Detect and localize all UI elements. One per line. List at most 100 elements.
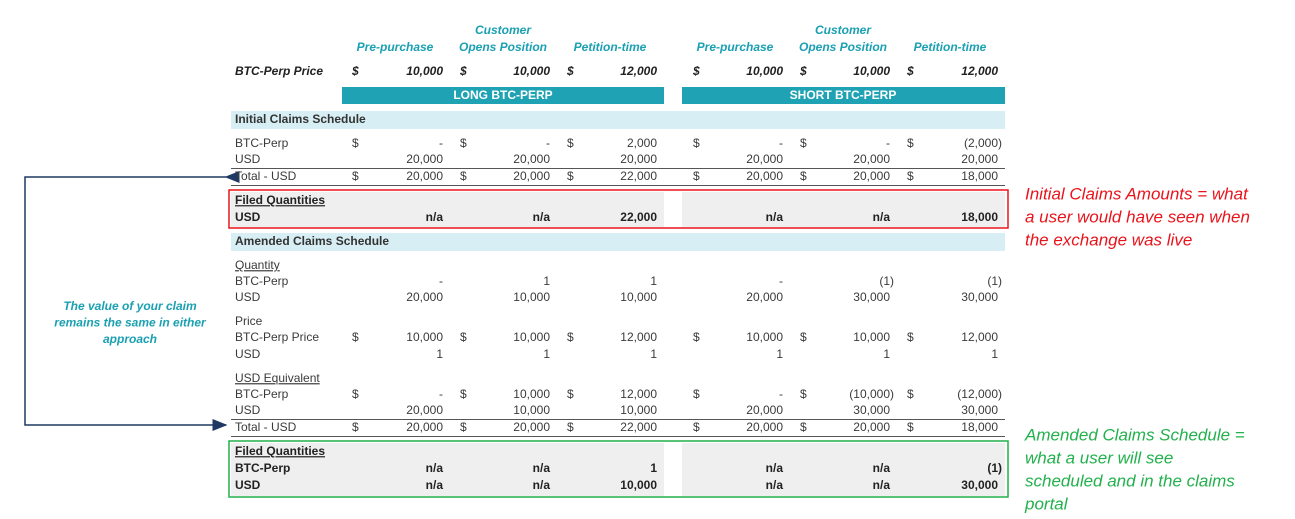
row-label: USD bbox=[235, 210, 261, 224]
cell-value: 20,000 bbox=[406, 169, 443, 183]
band-label: LONG BTC-PERP bbox=[453, 88, 552, 102]
column-header: Opens Position bbox=[799, 40, 887, 54]
cell-value: 10,000 bbox=[746, 330, 783, 344]
cell-value: 12,000 bbox=[620, 387, 657, 401]
cell-value: 12,000 bbox=[620, 64, 657, 78]
currency: $ bbox=[799, 64, 807, 78]
currency: $ bbox=[460, 136, 467, 150]
cell-value: 22,000 bbox=[620, 420, 657, 434]
currency: $ bbox=[692, 64, 700, 78]
cell-value: n/a bbox=[533, 478, 551, 492]
cell-value: 30,000 bbox=[853, 403, 890, 417]
currency: $ bbox=[460, 420, 467, 434]
currency: $ bbox=[567, 420, 574, 434]
cell-value: 1 bbox=[650, 347, 657, 361]
currency: $ bbox=[907, 169, 914, 183]
cell-value: n/a bbox=[426, 461, 444, 475]
cell-value: 30,000 bbox=[961, 290, 998, 304]
note: remains the same in either bbox=[54, 316, 207, 330]
filed-bg bbox=[231, 443, 664, 496]
row-label: USD bbox=[235, 152, 261, 166]
cell-value: 12,000 bbox=[961, 330, 998, 344]
currency: $ bbox=[567, 169, 574, 183]
cell-value: 1 bbox=[883, 347, 890, 361]
cell-value: - bbox=[439, 387, 443, 401]
currency: $ bbox=[800, 420, 807, 434]
cell-value: 20,000 bbox=[746, 169, 783, 183]
row-label: BTC-Perp bbox=[235, 387, 289, 401]
cell-value: - bbox=[439, 274, 443, 288]
band-short bbox=[682, 87, 1005, 104]
currency: $ bbox=[693, 169, 700, 183]
cell-value: n/a bbox=[766, 461, 784, 475]
cell-value: 1 bbox=[650, 461, 657, 475]
section-band bbox=[231, 233, 1005, 251]
group-title: Quantity bbox=[235, 258, 280, 272]
filed-bg bbox=[231, 192, 664, 227]
annotation: the exchange was live bbox=[1025, 230, 1192, 249]
cell-value: 20,000 bbox=[406, 152, 443, 166]
cell-value: n/a bbox=[426, 478, 444, 492]
annotation: a user would have seen when bbox=[1025, 207, 1250, 226]
currency: $ bbox=[352, 387, 359, 401]
currency: $ bbox=[352, 169, 359, 183]
cell-value: 20,000 bbox=[746, 420, 783, 434]
cell-value: (10,000) bbox=[849, 387, 894, 401]
cell-value: n/a bbox=[533, 461, 551, 475]
currency: $ bbox=[907, 387, 914, 401]
currency: $ bbox=[800, 169, 807, 183]
section-band bbox=[231, 111, 1005, 129]
row-label: USD bbox=[235, 478, 261, 492]
cell-value: 10,000 bbox=[513, 330, 550, 344]
currency: $ bbox=[352, 136, 359, 150]
cell-value: n/a bbox=[426, 210, 444, 224]
cell-value: 10,000 bbox=[513, 64, 550, 78]
cell-value: 10,000 bbox=[620, 290, 657, 304]
cell-value: n/a bbox=[533, 210, 551, 224]
cell-value: 10,000 bbox=[853, 330, 890, 344]
band-label: SHORT BTC-PERP bbox=[790, 88, 897, 102]
cell-value: - bbox=[439, 136, 443, 150]
cell-value: 20,000 bbox=[620, 152, 657, 166]
cell-value: 1 bbox=[650, 274, 657, 288]
filed-title: Filed Quantities bbox=[235, 193, 325, 207]
cell-value: 10,000 bbox=[513, 387, 550, 401]
cell-value: 1 bbox=[543, 274, 550, 288]
currency: $ bbox=[352, 330, 359, 344]
section-title: Initial Claims Schedule bbox=[235, 112, 366, 126]
cell-value: 20,000 bbox=[961, 152, 998, 166]
cell-value: 20,000 bbox=[746, 290, 783, 304]
cell-value: 18,000 bbox=[961, 169, 998, 183]
band-long bbox=[342, 87, 664, 104]
row-label: BTC-Perp bbox=[235, 136, 289, 150]
row-label: Total - USD bbox=[235, 420, 297, 434]
currency: $ bbox=[693, 136, 700, 150]
cell-value: 22,000 bbox=[620, 169, 657, 183]
cell-value: 10,000 bbox=[406, 64, 443, 78]
filed-bg bbox=[682, 192, 1005, 227]
currency: $ bbox=[566, 64, 574, 78]
cell-value: 10,000 bbox=[853, 64, 890, 78]
cell-value: - bbox=[886, 136, 890, 150]
note: approach bbox=[103, 332, 157, 346]
cell-value: - bbox=[779, 274, 783, 288]
cell-value: 30,000 bbox=[853, 290, 890, 304]
cell-value: 10,000 bbox=[406, 330, 443, 344]
cell-value: 30,000 bbox=[961, 403, 998, 417]
cell-value: n/a bbox=[873, 478, 891, 492]
cell-value: 20,000 bbox=[513, 420, 550, 434]
cell-value: 2,000 bbox=[627, 136, 657, 150]
row-label: BTC-Perp Price bbox=[235, 64, 323, 78]
column-header: Customer bbox=[815, 23, 872, 37]
row-label: BTC-Perp bbox=[235, 274, 289, 288]
column-header: Pre-purchase bbox=[357, 40, 434, 54]
cell-value: (1) bbox=[987, 274, 1002, 288]
cell-value: 10,000 bbox=[746, 64, 783, 78]
cell-value: 20,000 bbox=[853, 169, 890, 183]
currency: $ bbox=[567, 136, 574, 150]
annotation: portal bbox=[1024, 494, 1069, 513]
cell-value: 20,000 bbox=[853, 152, 890, 166]
currency: $ bbox=[459, 64, 467, 78]
row-label: BTC-Perp bbox=[235, 461, 290, 475]
cell-value: 20,000 bbox=[746, 403, 783, 417]
